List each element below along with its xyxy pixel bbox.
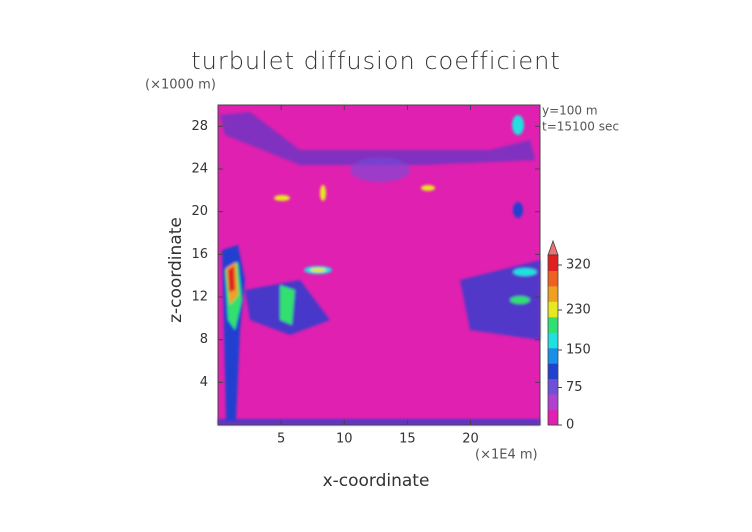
x-unit: (×1E4 m) <box>475 448 538 463</box>
colorbar-segment <box>548 378 558 395</box>
colorbar-tick-label: 230 <box>566 303 591 318</box>
chart-title: turbulet diffusion coefficient <box>191 47 561 75</box>
y-tick-label: 16 <box>191 247 208 262</box>
x-tick-label: 20 <box>462 432 479 447</box>
colorbar-segment <box>548 255 558 271</box>
colorbar-frame <box>547 254 559 426</box>
field <box>218 105 540 425</box>
colorbar-segment <box>548 394 558 411</box>
x-tick-label: 5 <box>277 432 285 447</box>
y-tick-label: 12 <box>191 290 208 305</box>
x-tick-label: 15 <box>399 432 416 447</box>
annotation: t=15100 sec <box>542 120 619 134</box>
y-tick-label: 8 <box>200 332 208 347</box>
annotation: y=100 m <box>542 104 598 118</box>
y-tick-label: 24 <box>191 162 208 177</box>
colorbar-segment <box>548 301 558 318</box>
y-tick-label: 20 <box>191 204 208 219</box>
y-axis-label: z-coordinate <box>166 217 186 323</box>
colorbar-tick-label: 150 <box>566 343 591 358</box>
field-features <box>218 112 540 425</box>
colorbar-tick-label: 0 <box>566 418 574 433</box>
y-unit: (×1000 m) <box>145 78 216 93</box>
colorbar-extension <box>547 239 559 256</box>
colorbar-segment <box>548 409 558 426</box>
x-axis-label: x-coordinate <box>323 471 430 491</box>
colorbar-segment <box>548 347 558 364</box>
colorbar-tick-label: 75 <box>566 380 583 395</box>
colorbar-segment <box>548 316 558 333</box>
colorbar-segment <box>548 332 558 349</box>
y-tick-label: 28 <box>191 119 208 134</box>
colorbar-tick-label: 320 <box>566 258 591 273</box>
plot-frame <box>217 104 541 426</box>
colorbar-segment <box>548 363 558 380</box>
colorbar-segment <box>548 285 558 302</box>
x-tick-label: 10 <box>336 432 353 447</box>
y-tick-label: 4 <box>200 375 208 390</box>
colorbar-segment <box>548 270 558 287</box>
